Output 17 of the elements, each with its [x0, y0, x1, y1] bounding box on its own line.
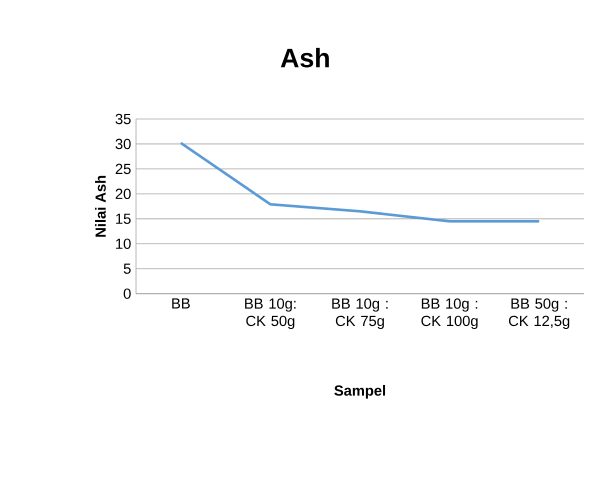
x-tick-label: BB: [172, 298, 190, 308]
y-tick-label: 10: [116, 238, 131, 249]
y-tick-label: 25: [116, 164, 131, 174]
x-axis-title: Sampel: [334, 384, 386, 399]
y-tick-label: 5: [124, 264, 131, 274]
x-tick-label: BB 10g : CK 100g: [421, 298, 478, 329]
line-series: [179, 142, 541, 223]
x-tick-label: BB 50g : CK 12,5g: [508, 298, 570, 329]
y-axis-title: Nilai Ash: [95, 176, 106, 237]
x-tick-label: BB 10g: CK 50g: [245, 298, 296, 329]
x-tick-label: BB 10g : CK 75g: [332, 298, 388, 329]
y-tick-label: 35: [116, 114, 131, 124]
y-tick-label: 20: [116, 188, 131, 200]
y-tick-label: 30: [116, 138, 131, 150]
y-tick-label: 15: [116, 214, 131, 224]
chart-title: Ash: [280, 48, 329, 68]
y-tick-label: 0: [124, 288, 131, 299]
